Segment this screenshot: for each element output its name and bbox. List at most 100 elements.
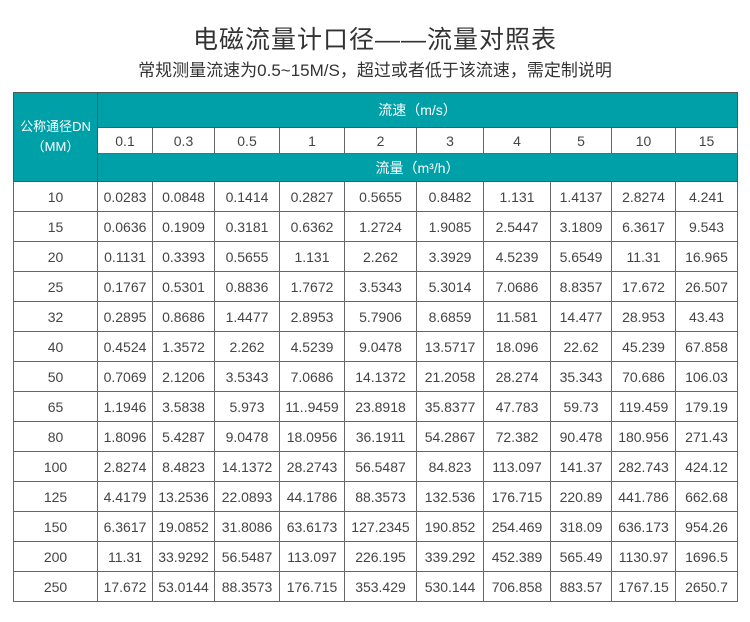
flow-cell: 0.8686	[152, 301, 215, 332]
flow-cell: 23.8918	[344, 391, 417, 422]
flow-cell: 226.195	[344, 541, 417, 572]
flow-cell: 0.7069	[97, 361, 153, 392]
velocity-cell: 0.3	[152, 127, 215, 154]
flow-cell: 5.3014	[416, 271, 484, 302]
flow-cell: 8.8357	[550, 271, 612, 302]
flow-cell: 2.8274	[611, 181, 676, 212]
flow-cell: 3.1809	[550, 211, 612, 242]
flow-cell: 0.5655	[214, 241, 280, 272]
flow-cell: 0.1767	[97, 271, 153, 302]
flow-cell: 0.0283	[97, 181, 153, 212]
flow-table: 公称通径DN （MM） 流速（m/s） 0.1 0.3 0.5 1 2 3 4 5 10 15 流…	[13, 92, 739, 602]
table-row: 32 0.2895 0.8686 1.4477 2.8953 5.7906 8.6859 11…	[13, 301, 739, 332]
flow-cell: 2.8274	[97, 451, 153, 482]
flow-cell: 70.686	[611, 361, 676, 392]
flow-cell: 59.73	[550, 391, 612, 422]
flow-cell: 9.543	[674, 211, 739, 242]
dn-cell: 20	[13, 241, 98, 272]
table-row: 40 0.4524 1.3572 2.262 4.5239 9.0478 13.5717 18…	[13, 331, 739, 362]
flow-cell: 4.241	[674, 181, 739, 212]
flow-cell: 63.6173	[279, 511, 345, 542]
flow-cell: 190.852	[416, 511, 484, 542]
flow-cell: 21.2058	[416, 361, 484, 392]
dn-header: 公称通径DN （MM）	[13, 92, 98, 182]
flow-cell: 271.43	[674, 421, 739, 452]
flow-cell: 2.1206	[152, 361, 215, 392]
flow-cell: 339.292	[416, 541, 484, 572]
flow-cell: 17.672	[611, 271, 676, 302]
flow-cell: 113.097	[279, 541, 345, 572]
flow-cell: 22.62	[550, 331, 612, 362]
dn-cell: 65	[13, 391, 98, 422]
flow-cell: 3.5838	[152, 391, 215, 422]
flow-cell: 353.429	[344, 571, 417, 602]
flow-cell: 127.2345	[344, 511, 417, 542]
flow-cell: 3.3929	[416, 241, 484, 272]
flow-cell: 1.3572	[152, 331, 215, 362]
flow-cell: 1.131	[483, 181, 551, 212]
dn-cell: 80	[13, 421, 98, 452]
flow-cell: 1.131	[279, 241, 345, 272]
flow-cell: 954.26	[674, 511, 739, 542]
table-row: 150 6.3617 19.0852 31.8086 63.6173 127.2345 19…	[13, 511, 739, 542]
flow-cell: 0.2895	[97, 301, 153, 332]
flow-cell: 132.536	[416, 481, 484, 512]
dn-cell: 32	[13, 301, 98, 332]
flow-cell: 13.5717	[416, 331, 484, 362]
flow-cell: 0.1414	[214, 181, 280, 212]
flow-cell: 0.8482	[416, 181, 484, 212]
flow-cell: 1.9085	[416, 211, 484, 242]
flow-cell: 1.4137	[550, 181, 612, 212]
flow-cell: 3.5343	[344, 271, 417, 302]
flow-cell: 22.0893	[214, 481, 280, 512]
flow-cell: 11.31	[611, 241, 676, 272]
flow-cell: 9.0478	[214, 421, 280, 452]
flow-cell: 0.1131	[97, 241, 153, 272]
table-row: 100 2.8274 8.4823 14.1372 28.2743 56.5487 84.8…	[13, 451, 739, 482]
dn-cell: 100	[13, 451, 98, 482]
flow-cell: 45.239	[611, 331, 676, 362]
flow-cell: 0.8836	[214, 271, 280, 302]
flow-cell: 0.5301	[152, 271, 215, 302]
flow-cell: 17.672	[97, 571, 153, 602]
flow-cell: 35.8377	[416, 391, 484, 422]
flow-cell: 1.4477	[214, 301, 280, 332]
dn-cell: 250	[13, 571, 98, 602]
flow-cell: 14.477	[550, 301, 612, 332]
velocity-cell: 3	[416, 127, 484, 154]
dn-header-line2: （MM）	[31, 139, 80, 154]
flow-cell: 16.965	[674, 241, 739, 272]
table-row: 20 0.1131 0.3393 0.5655 1.131 2.262 3.3929 4.52…	[13, 241, 739, 272]
velocity-cell: 2	[344, 127, 417, 154]
flow-cell: 54.2867	[416, 421, 484, 452]
flow-cell: 11.581	[483, 301, 551, 332]
flow-cell: 883.57	[550, 571, 612, 602]
flow-cell: 67.858	[674, 331, 739, 362]
flow-cell: 2.5447	[483, 211, 551, 242]
flow-header: 流量（m³/h）	[96, 153, 739, 182]
flow-cell: 1.8096	[97, 421, 153, 452]
flow-cell: 33.9292	[152, 541, 215, 572]
flow-cell: 1.1946	[97, 391, 153, 422]
flow-cell: 36.1911	[344, 421, 417, 452]
flow-cell: 0.6362	[279, 211, 345, 242]
flow-cell: 220.89	[550, 481, 612, 512]
flow-cell: 119.459	[611, 391, 676, 422]
flow-cell: 56.5487	[344, 451, 417, 482]
flow-cell: 0.2827	[279, 181, 345, 212]
table-row: 65 1.1946 3.5838 5.973 11..9459 23.8918 35.837…	[13, 391, 739, 422]
table-row: 80 1.8096 5.4287 9.0478 18.0956 36.1911 54.286…	[13, 421, 739, 452]
flow-cell: 18.0956	[279, 421, 345, 452]
flow-cell: 11.31	[97, 541, 153, 572]
flow-cell: 47.783	[483, 391, 551, 422]
flow-cell: 636.173	[611, 511, 676, 542]
flow-cell: 5.4287	[152, 421, 215, 452]
flow-cell: 0.5655	[344, 181, 417, 212]
velocity-cell: 15	[674, 127, 739, 154]
table-row: 250 17.672 53.0144 88.3573 176.715 353.429 530…	[13, 571, 739, 602]
velocity-cell: 0.1	[97, 127, 153, 154]
flow-cell: 4.4179	[97, 481, 153, 512]
table-row: 25 0.1767 0.5301 0.8836 1.7672 3.5343 5.3014 7.…	[13, 271, 739, 302]
flow-cell: 0.3393	[152, 241, 215, 272]
dn-cell: 15	[13, 211, 98, 242]
